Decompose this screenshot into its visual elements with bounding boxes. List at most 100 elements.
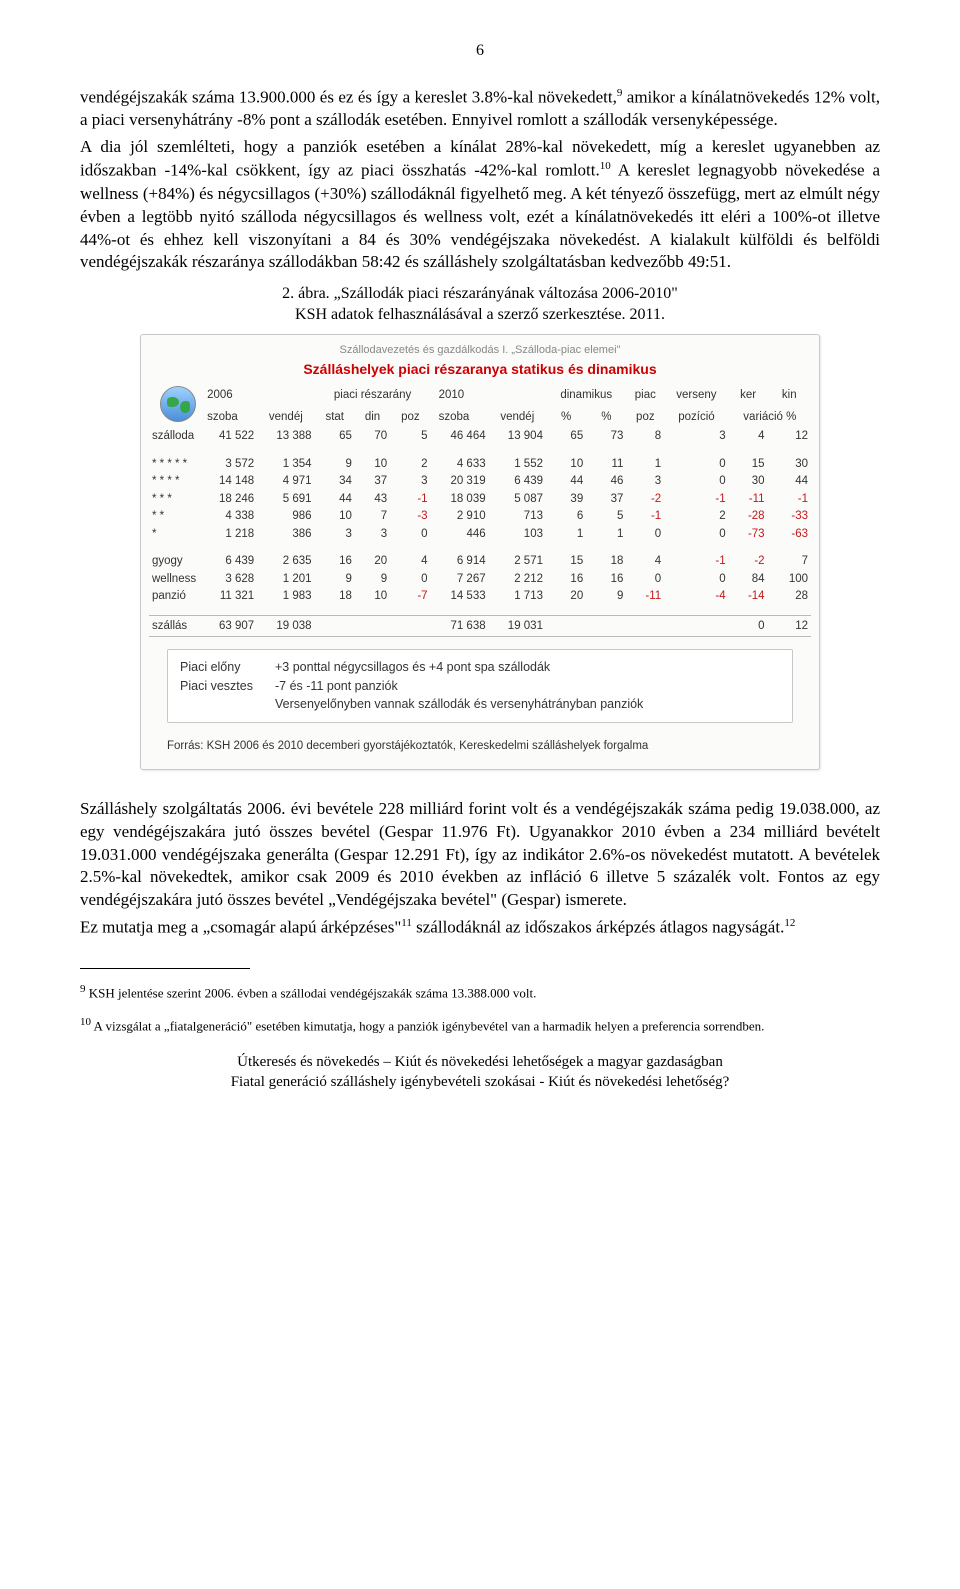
data-table-card: Szállodavezetés és gazdálkodás I. „Száll…: [140, 334, 820, 770]
table-cell: 84: [729, 571, 768, 589]
table-cell: 43: [355, 491, 390, 509]
header-row-1: 2006 piaci részarány 2010 dinamikus piac…: [149, 385, 811, 407]
hdr-poz-2: poz: [626, 406, 664, 428]
spacer-row: [149, 606, 811, 616]
table-cell: 986: [257, 508, 314, 526]
table-cell: 44: [546, 473, 586, 491]
table-cell: 19 038: [257, 618, 314, 636]
page-number: 6: [80, 40, 880, 62]
table-cell: -1: [664, 553, 728, 571]
table-cell: 10: [315, 508, 355, 526]
hdr-stat: stat: [315, 406, 355, 428]
table-cell: -14: [729, 588, 768, 606]
footnote-ref-10: 10: [600, 160, 611, 172]
table-cell: 0: [626, 571, 664, 589]
table-cell: 0: [626, 526, 664, 544]
row-label: * * * * *: [149, 456, 199, 474]
table-cell: 4: [626, 553, 664, 571]
row-label: wellness: [149, 571, 199, 589]
hdr-2010: 2010: [431, 385, 546, 407]
table-source: Forrás: KSH 2006 és 2010 decemberi gyors…: [167, 739, 793, 755]
table-cell: 13 904: [489, 428, 546, 446]
table-cell: 1 552: [489, 456, 546, 474]
table-cell: 0: [390, 571, 430, 589]
note-label-2: Piaci vesztes: [180, 677, 275, 696]
p1-text-a: vendégéjszakák száma 13.900.000 és ez és…: [80, 87, 617, 106]
table-cell: 12: [768, 618, 811, 636]
table-cell: 1 201: [257, 571, 314, 589]
table-cell: 1: [626, 456, 664, 474]
table-cell: 1 218: [199, 526, 257, 544]
table-cell: 44: [315, 491, 355, 509]
table-cell: 34: [315, 473, 355, 491]
hdr-vendej-2: vendéj: [489, 406, 546, 428]
table-cell: 0: [664, 456, 728, 474]
table-cell: 9: [315, 456, 355, 474]
hdr-2006: 2006: [199, 385, 314, 407]
p5-text-b: szállodáknál az időszakos árképzés átlag…: [412, 918, 784, 937]
p5-text-a: Ez mutatja meg a „csomagár alapú árképzé…: [80, 918, 401, 937]
table-cell: -28: [729, 508, 768, 526]
table-cell: -1: [768, 491, 811, 509]
table-cell: [315, 618, 355, 636]
row-label: szálloda: [149, 428, 199, 446]
table-cell: 14 533: [431, 588, 489, 606]
table-cell: 20: [546, 588, 586, 606]
table-cell: 7: [355, 508, 390, 526]
table-cell: [546, 618, 586, 636]
table-cell: 5 691: [257, 491, 314, 509]
note-val-1: +3 ponttal négycsillagos és +4 pont spa …: [275, 660, 550, 674]
footnote-9: 9 KSH jelentése szerint 2006. évben a sz…: [80, 982, 880, 1002]
table-cell: -3: [390, 508, 430, 526]
table-cell: 386: [257, 526, 314, 544]
table-cell: 12: [768, 428, 811, 446]
table-cell: 3: [355, 526, 390, 544]
fig-caption-line1: 2. ábra. „Szállodák piaci részarányának …: [282, 285, 678, 302]
table-cell: 2 910: [431, 508, 489, 526]
table-cell: [664, 618, 728, 636]
note-val-2: -7 és -11 pont panziók: [275, 679, 398, 693]
hdr-din: din: [355, 406, 390, 428]
fn9-text: KSH jelentése szerint 2006. évben a szál…: [86, 985, 537, 1000]
table-cell: 103: [489, 526, 546, 544]
table-cell: [390, 618, 430, 636]
table-cell: 6 439: [489, 473, 546, 491]
header-row-2: szoba vendéj stat din poz szoba vendéj %…: [149, 406, 811, 428]
table-row: * * *18 2465 6914443-118 0395 0873937-2-…: [149, 491, 811, 509]
table-cell: 10: [355, 588, 390, 606]
hdr-piac: piac: [626, 385, 664, 407]
fn10-text: A vizsgálat a „fiatalgeneráció" esetében…: [91, 1019, 764, 1034]
table-cell: -2: [626, 491, 664, 509]
table-cell: 30: [768, 456, 811, 474]
page-footer: Útkeresés és növekedés – Kiút és növeked…: [80, 1053, 880, 1092]
fn10-number: 10: [80, 1016, 91, 1028]
table-cell: -1: [626, 508, 664, 526]
table-cell: 18: [586, 553, 626, 571]
table-cell: 1 354: [257, 456, 314, 474]
table-cell: 9: [315, 571, 355, 589]
table-cell: -11: [626, 588, 664, 606]
table-cell: 39: [546, 491, 586, 509]
table-cell: -2: [729, 553, 768, 571]
footer-line-2: Fiatal generáció szálláshely igénybevéte…: [231, 1074, 730, 1090]
table-cell: -63: [768, 526, 811, 544]
table-cell: 1 713: [489, 588, 546, 606]
table-cell: 18 246: [199, 491, 257, 509]
hdr-piaci: piaci részarány: [315, 385, 431, 407]
table-cell: 73: [586, 428, 626, 446]
table-cell: 4: [390, 553, 430, 571]
table-cell: 16: [546, 571, 586, 589]
table-cell: 71 638: [431, 618, 489, 636]
table-cell: 2 635: [257, 553, 314, 571]
hdr-pozicio: pozíció: [664, 406, 728, 428]
table-cell: 6: [546, 508, 586, 526]
table-cell: 15: [546, 553, 586, 571]
table-cell: 6 914: [431, 553, 489, 571]
spacer-row: [149, 446, 811, 456]
table-cell: 65: [315, 428, 355, 446]
table-cell: 3 628: [199, 571, 257, 589]
note-label-1: Piaci előny: [180, 658, 275, 677]
row-label: szállás: [149, 618, 199, 636]
paragraph-1: vendégéjszakák száma 13.900.000 és ez és…: [80, 86, 880, 133]
table-cell: 46: [586, 473, 626, 491]
